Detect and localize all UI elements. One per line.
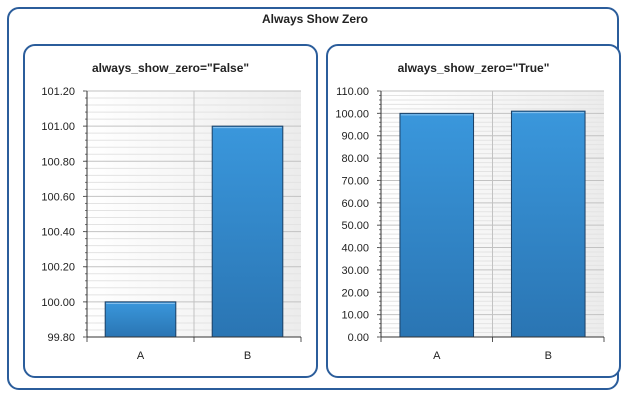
chart-panel-true: always_show_zero="True" 0.00 10.00 20.00 30…: [326, 44, 621, 378]
y-tick-label: 50.00: [341, 220, 369, 232]
y-tick-label: 100.20: [41, 262, 75, 274]
x-tick-label: A: [433, 350, 441, 362]
y-tick-label: 10.00: [341, 310, 369, 322]
panel-title-true: always_show_zero="True": [397, 61, 550, 75]
panel-title-false: always_show_zero="False": [91, 61, 250, 75]
y-tick-label: 100.00: [335, 108, 369, 120]
chart-panel-false: always_show_zero="False" 99.80 100.00 100.…: [23, 44, 318, 378]
bar-b: [510, 110, 586, 338]
y-tick-label: 100.00: [41, 297, 75, 309]
y-tick-label: 80.00: [341, 153, 369, 165]
x-tick-label: B: [545, 350, 552, 362]
y-tick-label: 20.00: [341, 287, 369, 299]
y-tick-label: 101.20: [41, 86, 75, 98]
y-tick-label: 70.00: [341, 175, 369, 187]
y-tick-label: 99.80: [47, 332, 75, 344]
chart-svg-true: 0.00 10.00 20.00 30.00 40.00 50.00 60.00 70.00 8…: [335, 86, 605, 362]
y-tick-label: 60.00: [341, 198, 369, 210]
x-tick-label: A: [137, 350, 145, 362]
chart-svg-false: 99.80 100.00 100.20 100.40 100.60 100.80 101.0…: [41, 86, 302, 362]
y-tick-label: 101.00: [41, 121, 75, 133]
chart-main-title: Always Show Zero: [261, 12, 369, 26]
y-tick-label: 40.00: [341, 243, 369, 255]
y-tick-label: 0.00: [348, 332, 369, 344]
y-tick-label: 100.60: [41, 191, 75, 203]
x-tick-label: B: [244, 350, 251, 362]
y-tick-label: 90.00: [341, 131, 369, 143]
bar-a: [104, 301, 177, 338]
y-tick-label: 30.00: [341, 265, 369, 277]
y-tick-label: 110.00: [336, 86, 369, 98]
y-tick-label: 100.80: [41, 156, 75, 168]
bar-a: [399, 112, 475, 338]
bar-b: [211, 125, 284, 338]
y-tick-label: 100.40: [41, 227, 75, 239]
